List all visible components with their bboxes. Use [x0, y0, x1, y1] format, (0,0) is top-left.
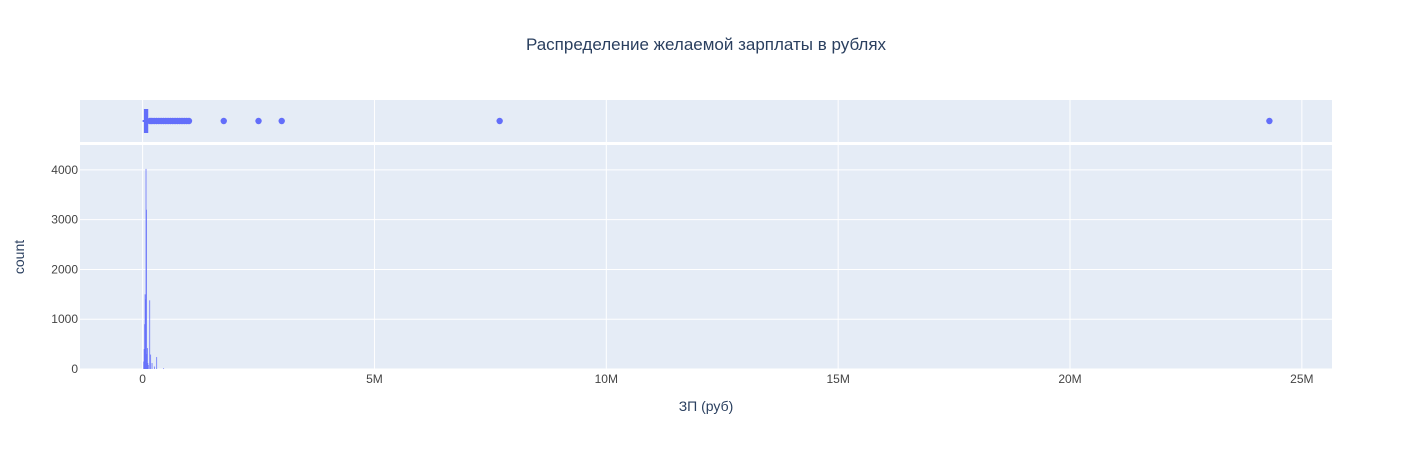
marginal-box-plot [142, 109, 1273, 133]
histogram-bar [151, 363, 153, 369]
histogram-bar [143, 361, 145, 369]
y-tick-label: 0 [71, 362, 78, 376]
x-axis-ticks: 0 5M 10M 15M 20M 25M [139, 372, 1313, 386]
chart-title: Распределение желаемой зарплаты в рублях [526, 35, 887, 54]
histogram-bar [153, 366, 155, 369]
histogram-bar [156, 357, 158, 369]
y-tick-label: 2000 [51, 262, 78, 276]
histogram-bar [145, 299, 146, 369]
y-tick-label: 3000 [51, 213, 78, 227]
box-outlier-point [278, 117, 285, 125]
box-outlier-point [185, 117, 193, 125]
histogram-bar [146, 209, 147, 369]
histogram-bar [146, 354, 148, 369]
histogram-plot-area [80, 145, 1332, 369]
histogram-gridlines [80, 145, 1332, 370]
y-axis-ticks: 0 1000 2000 3000 4000 [51, 163, 78, 376]
x-tick-label: 15M [826, 372, 849, 386]
histogram-bar [144, 324, 146, 369]
box-outlier-point [1266, 117, 1273, 125]
histogram-bar [147, 365, 149, 369]
box-outlier-point [496, 117, 503, 125]
histogram-bar [147, 348, 148, 369]
histogram-bar [163, 368, 165, 369]
x-tick-label: 10M [595, 372, 618, 386]
x-tick-label: 25M [1290, 372, 1313, 386]
histogram-bar [144, 294, 146, 369]
y-tick-label: 1000 [51, 312, 78, 326]
box-outlier-point [255, 117, 262, 125]
histogram-bar [145, 168, 147, 369]
histogram-bar [150, 354, 152, 369]
x-tick-label: 0 [139, 372, 146, 386]
histogram-bar [143, 349, 145, 369]
x-tick-label: 5M [366, 372, 383, 386]
x-axis-label: ЗП (руб) [679, 398, 734, 414]
box-outlier-point [220, 117, 227, 125]
y-axis-label: count [11, 240, 27, 274]
histogram-bar [147, 363, 149, 369]
x-tick-label: 20M [1058, 372, 1081, 386]
marginal-box-plot-area [80, 100, 1332, 142]
histogram-bars [143, 168, 165, 369]
marginal-box-gridlines [142, 100, 1303, 142]
y-tick-label: 4000 [51, 163, 78, 177]
histogram-bar [149, 300, 151, 369]
